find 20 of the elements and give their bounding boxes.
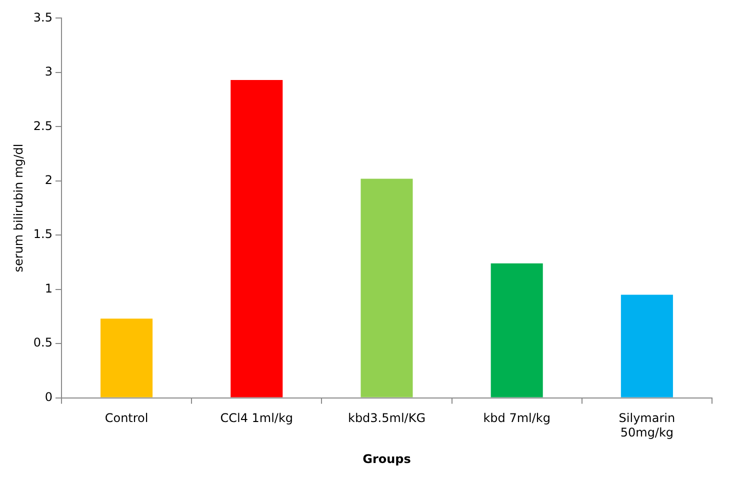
bar [100, 318, 153, 398]
y-tick-label: 2.5 [33, 118, 52, 133]
y-tick-label: 0 [44, 390, 52, 404]
x-tick-label: CCl4 1ml/kg [220, 411, 294, 426]
y-axis-title: serum bilirubin mg/dl [11, 144, 26, 272]
y-tick-label: 0.5 [33, 336, 52, 350]
bar [230, 80, 283, 398]
x-tick-label: kbd 7ml/kg [483, 411, 550, 426]
bar [360, 178, 413, 398]
y-tick-label: 3.5 [33, 10, 52, 24]
bar [490, 263, 543, 398]
y-tick-label: 3 [44, 64, 52, 79]
y-tick-label: 2 [44, 173, 52, 188]
x-tick-label: Control [104, 411, 148, 426]
y-tick-label: 1 [44, 281, 52, 296]
y-tick-label: 1.5 [33, 227, 52, 242]
bar [620, 294, 673, 398]
x-tick-label: kbd3.5ml/KG [348, 411, 426, 426]
x-tick-label: Silymarin 50mg/kg [618, 411, 676, 440]
x-axis-title: Groups [362, 452, 411, 466]
